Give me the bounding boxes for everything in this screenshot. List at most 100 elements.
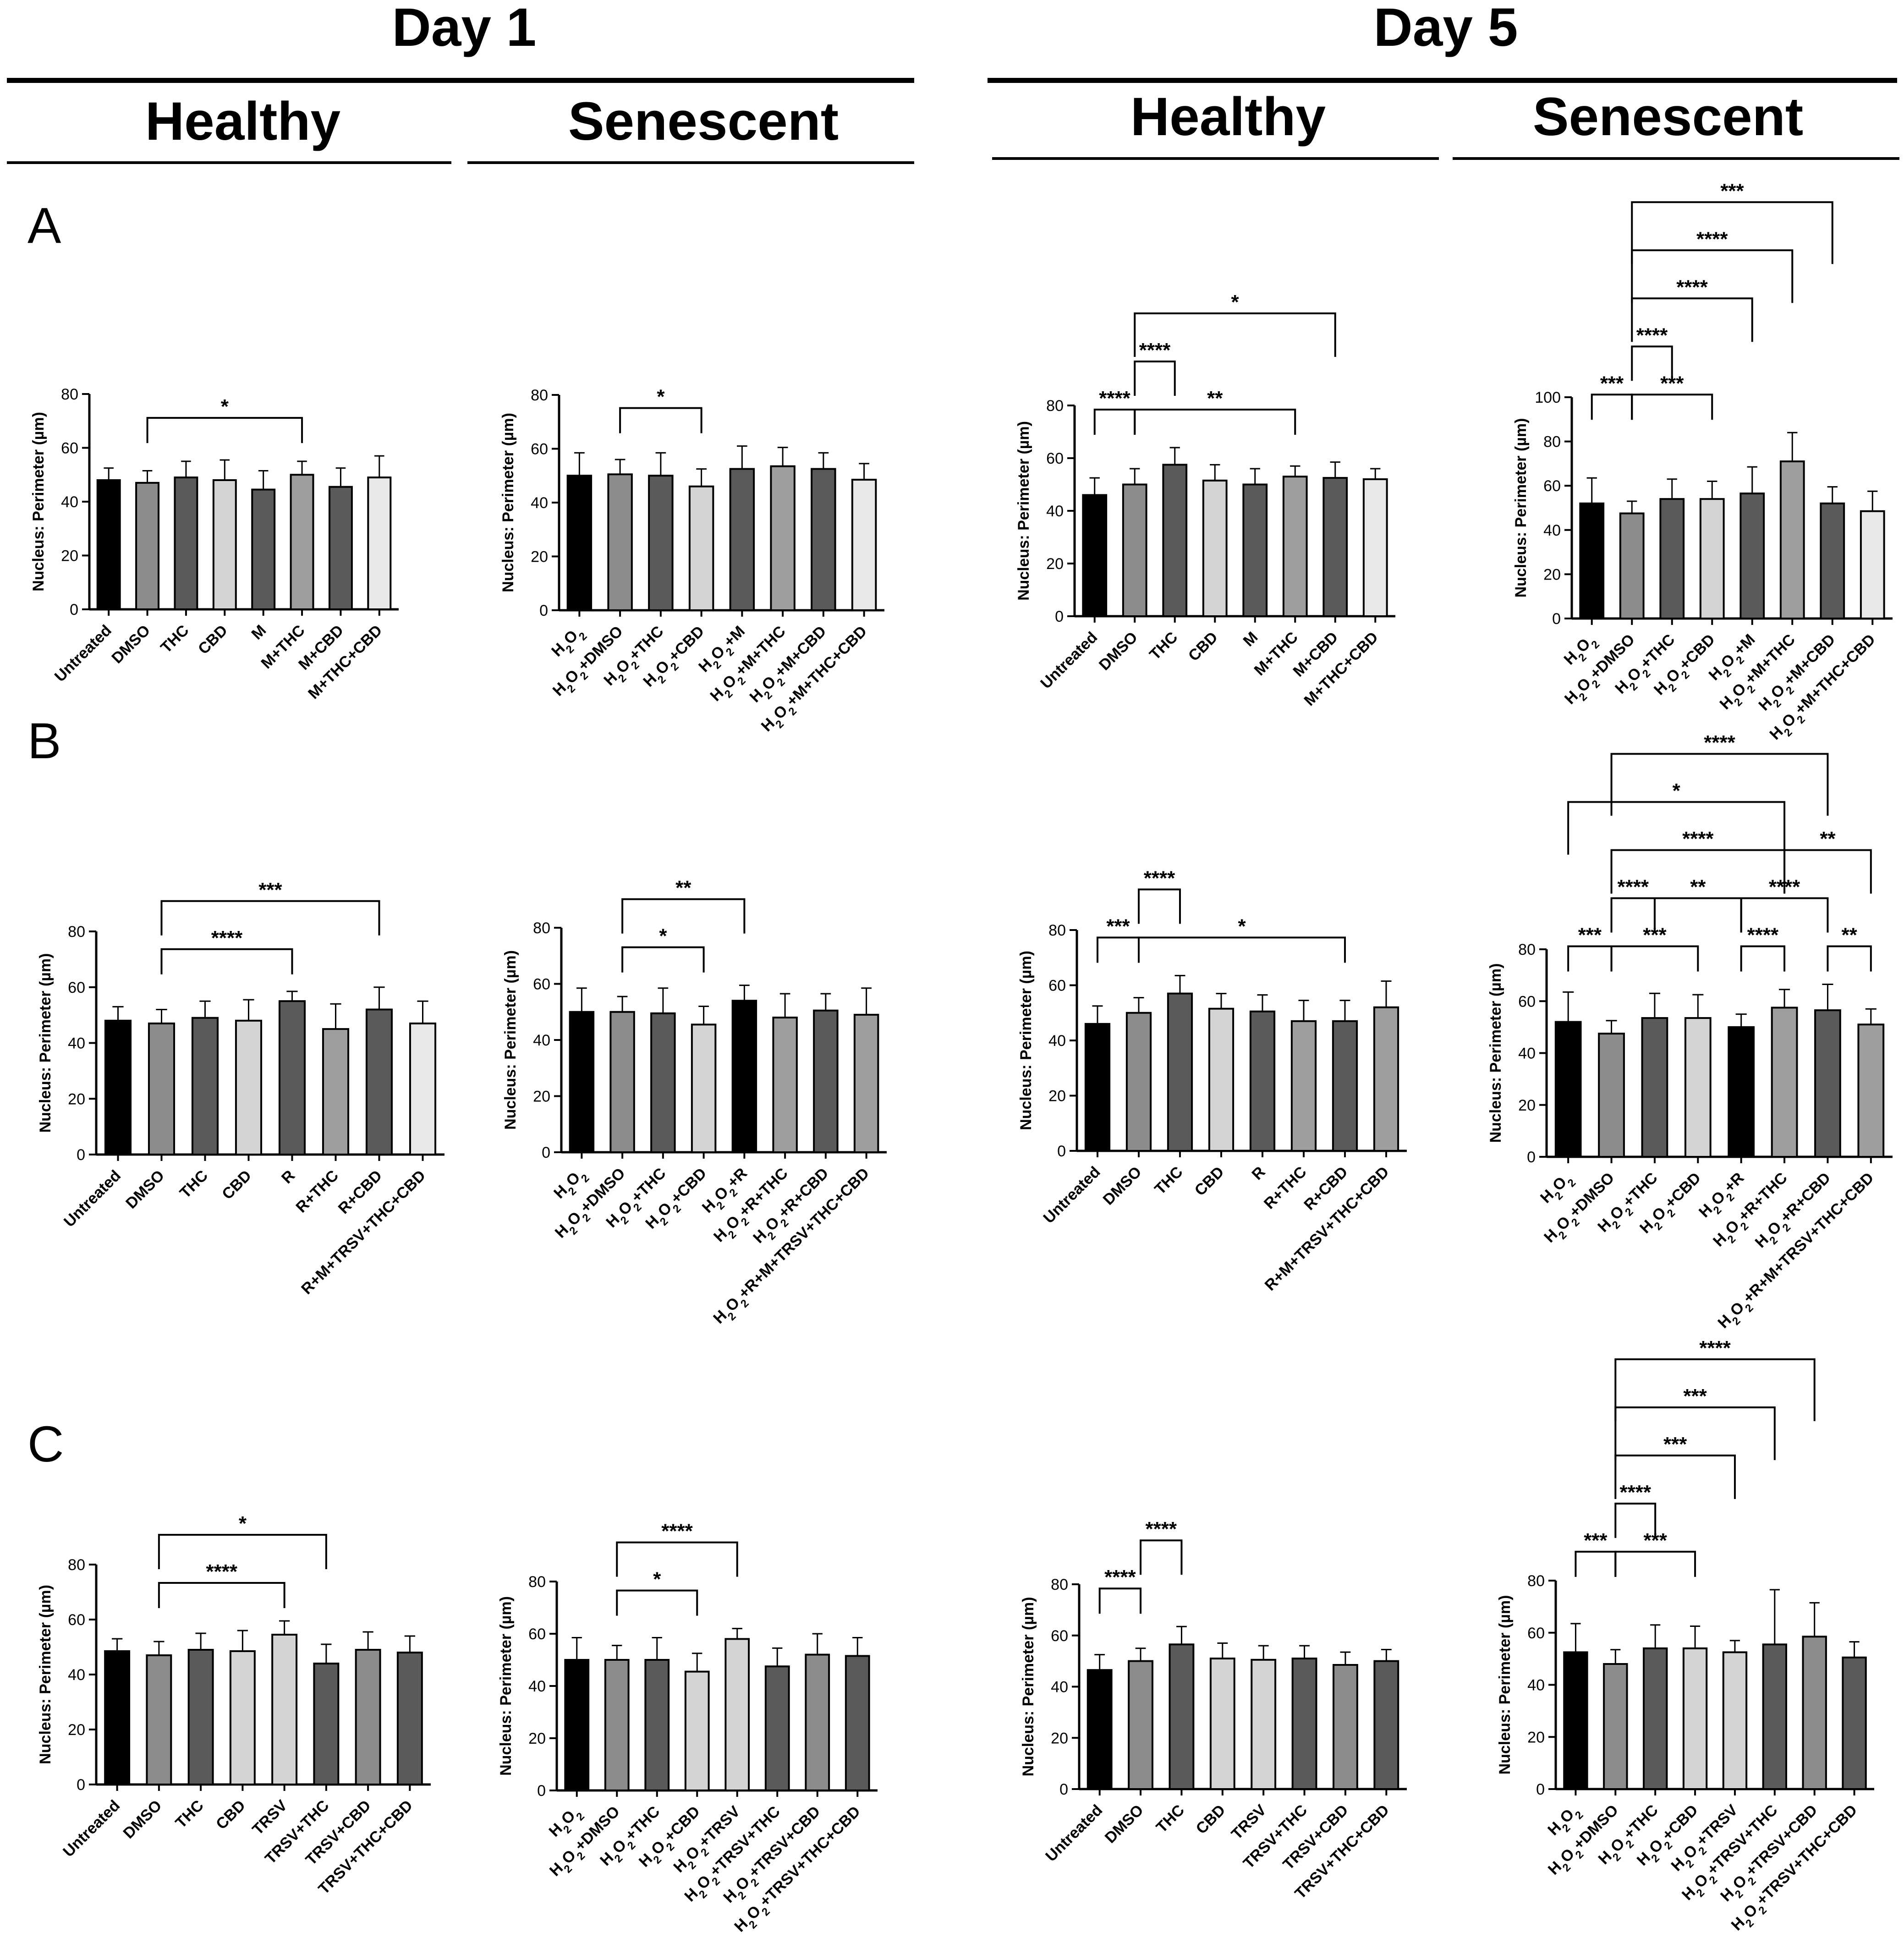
bar: [1771, 1007, 1798, 1158]
y-tick-label: 0: [1552, 610, 1561, 628]
significance-label: ****: [1620, 1481, 1652, 1504]
bar: [1642, 1647, 1668, 1790]
bar: [191, 1017, 219, 1155]
x-tick-label: CBD: [1191, 1163, 1228, 1199]
significance-label: ***: [258, 879, 282, 901]
y-tick-label: 60: [533, 976, 550, 993]
significance-bracket: [160, 948, 293, 974]
bar: [1814, 1009, 1841, 1158]
bar: [146, 1654, 172, 1785]
chart-B3: 0 20 40 60 80 Nucleus: Perimeter (µm) Untreate…: [1017, 867, 1407, 1294]
significance-label: *: [657, 386, 665, 408]
y-tick-label: 0: [77, 1146, 85, 1164]
significance-label: ****: [1747, 924, 1779, 946]
y-axis-label: Nucleus: Perimeter (µm): [1496, 1595, 1514, 1775]
significance-label: **: [1842, 924, 1858, 946]
bar: [1162, 464, 1188, 617]
bar: [691, 1023, 717, 1153]
significance-bracket: [1783, 849, 1872, 894]
bar: [1333, 1664, 1358, 1790]
significance-bracket: [1740, 945, 1786, 972]
bar: [731, 1000, 757, 1153]
y-axis-label: Nucleus: Perimeter (µm): [497, 1596, 515, 1776]
significance-label: *: [659, 925, 667, 947]
charts-group: 0 20 40 60 80 Nucleus: Perimeter (µm) Untreate…: [30, 180, 1893, 1935]
bar: [772, 1017, 798, 1153]
y-axis-label: Nucleus: Perimeter (µm): [1512, 418, 1530, 598]
bar: [1563, 1651, 1588, 1790]
bar: [148, 1022, 176, 1155]
col4-rule: [1453, 157, 1899, 160]
bar: [805, 1653, 830, 1792]
y-tick-label: 80: [1046, 397, 1064, 415]
significance-label: **: [1820, 827, 1836, 850]
significance-bracket: [158, 1534, 327, 1569]
significance-label: ***: [1600, 372, 1624, 394]
significance-bracket: [616, 1589, 698, 1616]
y-tick-label: 40: [1051, 1679, 1068, 1696]
bar: [1084, 1023, 1111, 1152]
x-tick-label: CBD: [213, 1797, 249, 1833]
y-tick-label: 20: [533, 1088, 550, 1106]
bar: [1242, 483, 1268, 617]
bar: [1209, 1658, 1235, 1790]
y-tick-label: 60: [531, 441, 548, 458]
significance-bracket: [1740, 897, 1829, 933]
chart-C3: 0 20 40 60 80 Nucleus: Perimeter (µm) Untreate…: [1020, 1518, 1407, 1902]
x-tick-label: Untreated: [60, 1167, 124, 1231]
bar: [569, 1011, 595, 1153]
bar: [174, 476, 198, 610]
bar: [609, 1011, 635, 1153]
bar: [135, 482, 160, 610]
y-tick-label: 20: [531, 548, 548, 566]
y-tick-label: 80: [1543, 433, 1561, 451]
x-tick-label: DMSO: [1096, 629, 1141, 674]
bar: [271, 1634, 298, 1785]
significance-bracket: [1097, 936, 1140, 963]
bar: [1373, 1006, 1399, 1152]
y-tick-label: 80: [1051, 1576, 1068, 1593]
bar: [1290, 1020, 1317, 1152]
y-tick-label: 80: [61, 386, 78, 403]
y-tick-label: 60: [68, 1611, 85, 1629]
x-tick-label: M: [1240, 629, 1262, 650]
y-tick-label: 0: [537, 1782, 546, 1800]
y-tick-label: 0: [1055, 608, 1064, 625]
x-tick-label: Untreated: [51, 622, 115, 685]
significance-bracket: [1138, 936, 1346, 963]
bar: [1684, 1017, 1712, 1158]
significance-bracket: [1631, 249, 1794, 303]
y-axis-label: Nucleus: Perimeter (µm): [1020, 1597, 1037, 1777]
bar: [235, 1019, 263, 1156]
x-tick-label: Untreated: [60, 1797, 123, 1861]
y-tick-label: 40: [531, 494, 548, 512]
bar: [650, 1012, 676, 1153]
day1-rule: [7, 78, 914, 83]
day1-title: Day 1: [392, 0, 537, 58]
significance-label: ****: [1699, 1337, 1731, 1359]
x-tick-label: THC: [172, 1797, 207, 1832]
y-tick-label: 60: [1048, 977, 1066, 995]
bar: [604, 1659, 630, 1791]
y-tick-label: 40: [528, 1678, 546, 1695]
significance-bracket: [1134, 312, 1336, 357]
y-tick-label: 80: [68, 1556, 85, 1574]
y-tick-label: 20: [1048, 1088, 1066, 1105]
x-tick-label: Untreated: [1040, 1163, 1104, 1227]
significance-bracket: [1134, 409, 1296, 435]
y-tick-label: 0: [77, 1776, 85, 1794]
significance-label: ****: [1144, 867, 1175, 889]
bar: [1086, 1669, 1113, 1790]
significance-bracket: [1610, 753, 1829, 816]
bar: [1169, 1643, 1195, 1790]
bar: [1857, 1023, 1885, 1158]
col1-rule: [7, 161, 451, 164]
significance-label: ****: [1618, 876, 1649, 898]
x-tick-label: R: [1248, 1163, 1268, 1183]
bar: [1282, 476, 1308, 617]
bar: [1579, 502, 1605, 619]
bar: [1860, 510, 1885, 619]
x-tick-label: Untreated: [1037, 629, 1101, 692]
